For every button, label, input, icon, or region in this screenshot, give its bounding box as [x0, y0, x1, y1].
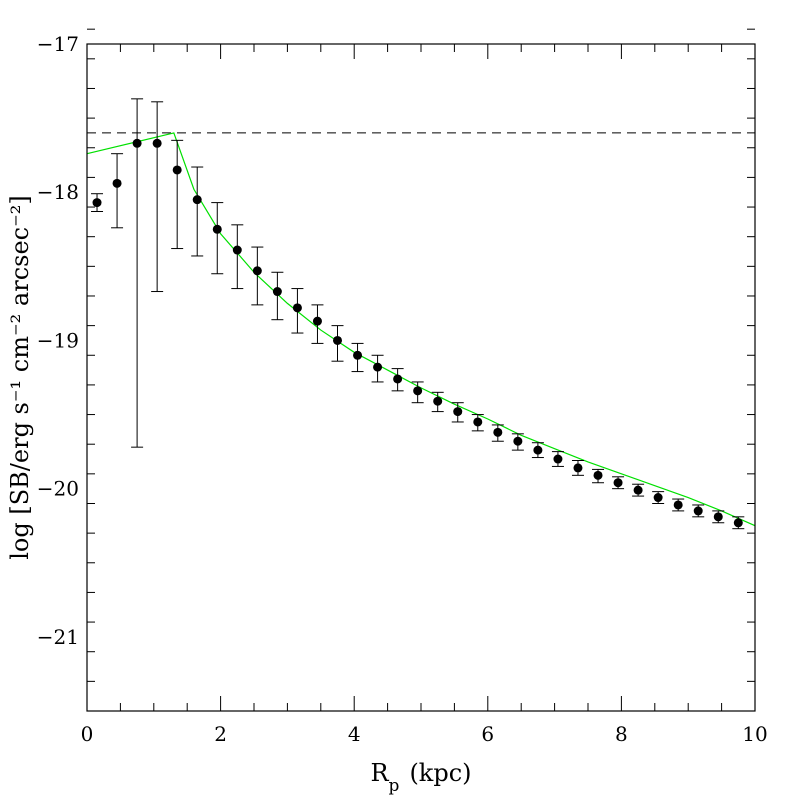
data-point — [653, 493, 663, 503]
data-point — [633, 485, 643, 495]
x-tick-label: 6 — [481, 722, 494, 746]
data-point — [312, 316, 322, 326]
x-axis-title-main: R — [370, 759, 389, 787]
data-point — [393, 374, 403, 384]
x-tick-label: 10 — [742, 722, 767, 746]
y-tick-label: −20 — [37, 477, 79, 501]
model-line — [86, 132, 756, 527]
data-point — [92, 198, 102, 208]
data-point — [673, 500, 683, 510]
data-point — [493, 427, 503, 437]
x-tick-label: 4 — [348, 722, 361, 746]
y-tick-label: −19 — [37, 328, 79, 352]
plot-frame — [86, 43, 756, 712]
data-point — [172, 165, 182, 175]
data-point — [333, 335, 342, 345]
data-point — [593, 470, 603, 480]
data-point — [453, 407, 463, 417]
data-point — [733, 518, 743, 528]
data-point — [292, 303, 302, 313]
data-points-layer — [91, 98, 745, 530]
data-point — [693, 506, 703, 516]
data-point — [533, 445, 543, 455]
data-point — [152, 138, 162, 148]
tick-marks — [86, 28, 756, 712]
x-tick-label: 2 — [214, 722, 227, 746]
data-point — [272, 287, 282, 297]
y-axis-title: log [SB/erg s⁻¹ cm⁻² arcsec⁻²] — [6, 195, 34, 560]
x-axis-title-unit: (kpc) — [409, 759, 471, 787]
data-point — [132, 138, 142, 148]
data-point — [353, 350, 363, 360]
data-point — [613, 478, 623, 488]
data-point — [573, 463, 583, 473]
tick-labels: 0 2 4 6 8 10 −21 −20 −19 −18 −17 — [37, 32, 768, 746]
x-tick-label: 8 — [615, 722, 628, 746]
y-tick-label: −21 — [37, 625, 79, 649]
data-point — [232, 245, 242, 255]
x-axis-title-subscript: p — [389, 776, 400, 796]
data-point — [433, 396, 443, 406]
model-line-layer — [86, 132, 756, 527]
x-tick-label: 0 — [81, 722, 94, 746]
y-tick-label: −18 — [37, 180, 79, 204]
data-point — [192, 195, 202, 205]
y-tick-label: −17 — [37, 32, 79, 56]
data-point — [252, 266, 262, 276]
data-point — [473, 417, 483, 427]
x-axis-title: Rp (kpc) — [370, 759, 471, 796]
data-point — [413, 386, 423, 396]
data-point — [373, 362, 383, 372]
data-point — [713, 512, 723, 522]
data-point — [553, 454, 563, 464]
data-point — [112, 178, 122, 188]
data-point — [513, 436, 523, 446]
data-point — [212, 224, 222, 234]
